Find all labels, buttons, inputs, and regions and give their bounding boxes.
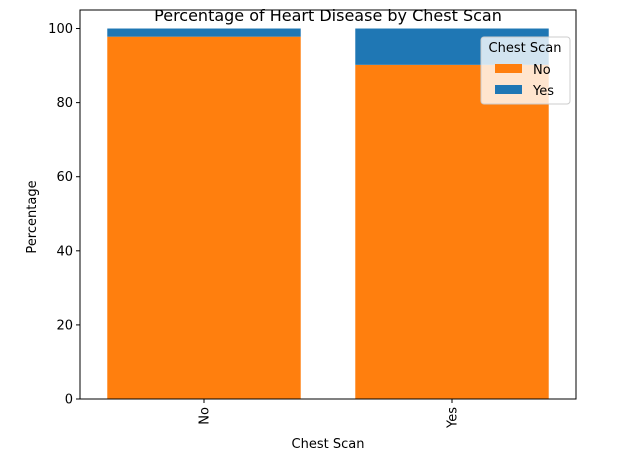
y-tick-label: 0 xyxy=(65,393,73,408)
y-tick-label: 40 xyxy=(56,244,73,259)
legend-swatch-no xyxy=(495,64,522,73)
bar-no-no xyxy=(107,36,301,400)
bar-yes-no xyxy=(355,64,549,399)
y-tick-label: 80 xyxy=(56,96,73,111)
x-tick-label: Yes xyxy=(446,407,461,429)
legend-swatch-yes xyxy=(495,85,522,94)
y-tick-label: 20 xyxy=(56,318,73,333)
y-axis: 0 20 40 60 80 100 xyxy=(48,22,80,408)
y-tick-label: 100 xyxy=(48,22,73,37)
x-tick-label: No xyxy=(198,407,213,425)
legend: Chest Scan No Yes xyxy=(480,36,571,105)
x-axis: No Yes xyxy=(198,399,461,429)
x-axis-label: Chest Scan xyxy=(292,437,365,452)
bar-no-yes xyxy=(107,28,301,37)
plot-area xyxy=(79,9,577,400)
legend-label-yes: Yes xyxy=(532,84,554,99)
chart-title: Percentage of Heart Disease by Chest Sca… xyxy=(154,6,502,25)
y-tick-label: 60 xyxy=(56,170,73,185)
legend-label-no: No xyxy=(533,63,551,78)
y-axis-label: Percentage xyxy=(25,180,40,253)
legend-title: Chest Scan xyxy=(489,41,562,56)
plot-frame xyxy=(79,9,577,400)
bars xyxy=(107,28,549,400)
